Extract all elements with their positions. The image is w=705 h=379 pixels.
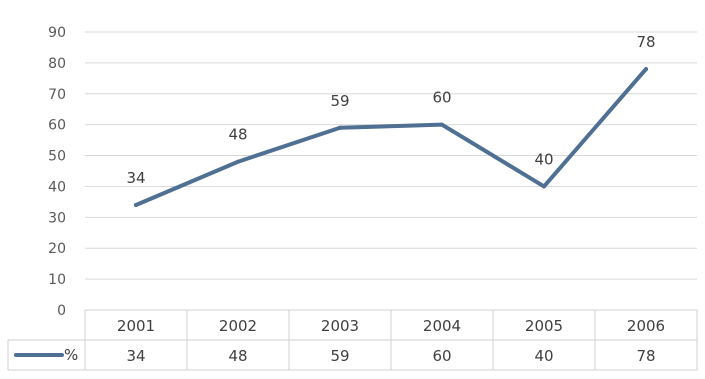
y-tick-label: 90 bbox=[48, 25, 66, 41]
x-category-label: 2003 bbox=[321, 317, 359, 335]
legend-series-name: % bbox=[64, 346, 78, 364]
series-line bbox=[134, 67, 648, 207]
data-point bbox=[644, 67, 648, 72]
y-tick-label: 10 bbox=[48, 272, 66, 288]
y-tick-label: 80 bbox=[48, 56, 66, 72]
data-table: 2001 2002 2003 2004 2005 2006% 34 48 59 60 40 78 bbox=[7, 309, 698, 371]
table-value-cell: 48 bbox=[228, 347, 247, 365]
data-point bbox=[338, 125, 342, 130]
y-tick-label: 60 bbox=[48, 118, 66, 134]
table-value-cell: 40 bbox=[534, 347, 553, 365]
data-label: 60 bbox=[432, 89, 451, 107]
y-tick-label: 70 bbox=[48, 87, 66, 103]
data-label: 59 bbox=[330, 92, 349, 110]
data-label: 78 bbox=[636, 33, 655, 51]
data-point bbox=[236, 159, 240, 164]
data-point bbox=[542, 184, 546, 189]
x-category-label: 2004 bbox=[423, 317, 461, 335]
y-tick-label: 0 bbox=[57, 303, 66, 319]
table-value-cell: 60 bbox=[432, 347, 451, 365]
y-tick-label: 50 bbox=[48, 149, 66, 165]
y-tick-label: 30 bbox=[48, 210, 66, 226]
x-category-label: 2001 bbox=[117, 317, 155, 335]
data-label: 48 bbox=[228, 126, 247, 144]
x-category-label: 2006 bbox=[627, 317, 665, 335]
data-point bbox=[440, 122, 444, 127]
data-label: 40 bbox=[534, 150, 553, 168]
gridlines bbox=[85, 31, 697, 280]
x-category-label: 2005 bbox=[525, 317, 563, 335]
series-line-group bbox=[134, 67, 648, 207]
data-point bbox=[134, 202, 138, 207]
y-tick-label: 20 bbox=[48, 241, 66, 257]
x-category-label: 2002 bbox=[219, 317, 257, 335]
y-axis-ticks: 0 10 20 30 40 50 60 70 80 90 bbox=[48, 25, 66, 319]
y-tick-label: 40 bbox=[48, 179, 66, 195]
table-value-cell: 34 bbox=[126, 347, 145, 365]
data-labels: 34 48 59 60 40 78 bbox=[126, 33, 655, 187]
table-value-cell: 59 bbox=[330, 347, 349, 365]
data-label: 34 bbox=[126, 169, 145, 187]
table-value-cell: 78 bbox=[636, 347, 655, 365]
